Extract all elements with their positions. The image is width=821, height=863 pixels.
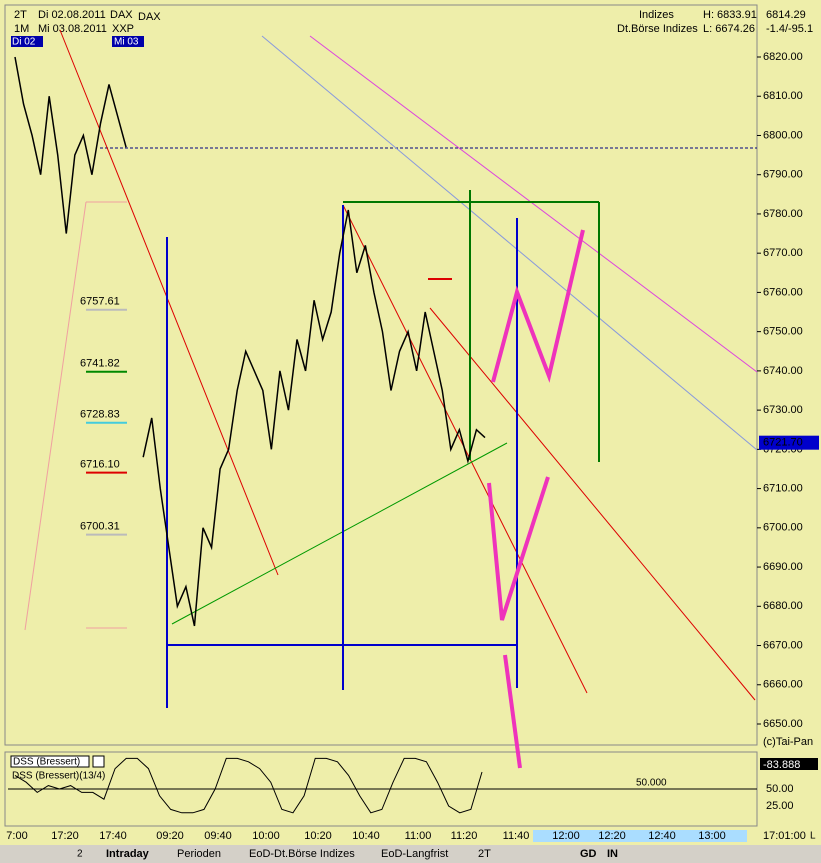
trend-line (59, 29, 279, 576)
indicator-value-box (760, 758, 818, 770)
time-label: 10:20 (304, 830, 332, 842)
date: Mi 03.08.2011 (38, 23, 107, 35)
last: 6814.29 (766, 9, 806, 21)
time-label: 17:40 (99, 830, 127, 842)
indicator-tick: 25.00 (766, 800, 794, 812)
trend-line (171, 442, 508, 625)
trend-line (261, 35, 758, 451)
symbol: XXP (112, 23, 134, 35)
range: 1M (14, 23, 29, 35)
price-tick-label: 6780.00 (763, 208, 803, 220)
gd-button[interactable]: GD (580, 848, 597, 860)
indicator-line-label: 50.000 (636, 778, 667, 789)
price-tick-label: 6760.00 (763, 286, 803, 298)
price-tick-label: 6790.00 (763, 169, 803, 181)
group: Indizes (639, 9, 674, 21)
tab[interactable]: EoD-Dt.Börse Indizes (249, 848, 355, 860)
tab[interactable]: EoD-Langfrist (381, 848, 448, 860)
symbol: DAX (138, 11, 161, 23)
indicator-value: -83.888 (763, 759, 800, 771)
time-label: 12:00 (552, 830, 580, 842)
scenario-line (487, 476, 550, 621)
period: 2T (14, 9, 27, 21)
guide-line (24, 201, 87, 631)
add-button[interactable] (92, 755, 105, 768)
date: Di 02.08.2011 (38, 9, 106, 21)
price-tick-label: 6810.00 (763, 90, 803, 102)
chart-background (0, 0, 821, 845)
time-label: 10:40 (352, 830, 380, 842)
price-tick-label: 6650.00 (763, 718, 803, 730)
level-label: 6700.31 (80, 521, 120, 533)
level-label: 6741.82 (80, 358, 120, 370)
high: H: 6833.91 (703, 9, 757, 21)
level-label: 6728.83 (80, 409, 120, 421)
price-tick-label: 6670.00 (763, 639, 803, 651)
scenario-line (491, 229, 585, 383)
change: -1.4/-95.1 (766, 23, 813, 35)
marker-box (11, 36, 43, 47)
plot-frame (4, 4, 758, 746)
time-label: 12:40 (648, 830, 676, 842)
price-tick-label: 6700.00 (763, 522, 803, 534)
indicator-line (14, 757, 483, 814)
future-zone (533, 830, 747, 842)
price-tick-label: 6750.00 (763, 326, 803, 338)
status-bar (0, 845, 821, 863)
marker: Di 02 (12, 37, 36, 48)
time-label: 10:00 (252, 830, 280, 842)
indicator-legend: DSS (Bressert)(13/4) (12, 771, 105, 782)
current-price-box (759, 435, 819, 450)
price-tick-label: 6690.00 (763, 561, 803, 573)
level-label: 6757.61 (80, 296, 120, 308)
time-label: 11:40 (503, 830, 530, 842)
in-button[interactable]: IN (607, 848, 618, 860)
price-line (14, 56, 486, 627)
price-tick-label: 6680.00 (763, 600, 803, 612)
price-tick-label: 6740.00 (763, 365, 803, 377)
time-label: 11:20 (451, 830, 478, 842)
scale-mode: L (810, 831, 816, 842)
time-label: 11:00 (405, 830, 432, 842)
time-label: 7:00 (6, 830, 27, 842)
tab[interactable]: Perioden (177, 848, 221, 860)
indicator-tick: 50.00 (766, 783, 794, 795)
time-label: 17:20 (51, 830, 79, 842)
time-label: 09:20 (156, 830, 184, 842)
page-number: 2 (77, 849, 83, 860)
price-tick-label: 6770.00 (763, 247, 803, 259)
low: L: 6674.26 (703, 23, 755, 35)
tab[interactable]: Intraday (106, 848, 150, 860)
price-tick-label: 6710.00 (763, 482, 803, 494)
price-tick-label: 6660.00 (763, 679, 803, 691)
time-label: 09:40 (204, 830, 232, 842)
price-tick-label: 6820.00 (763, 51, 803, 63)
price-tick-label: 6730.00 (763, 404, 803, 416)
indicator-title-box (10, 755, 90, 768)
level-label: 6716.10 (80, 459, 120, 471)
marker-box (112, 36, 144, 47)
indicator-title: DSS (Bressert) (13, 757, 80, 768)
trend-line (309, 35, 758, 373)
symbol: DAX (110, 9, 133, 21)
scenario-line (503, 654, 522, 769)
time-label: 13:00 (698, 830, 726, 842)
current-price: 6721.70 (763, 437, 803, 449)
marker: Mi 03 (114, 37, 139, 48)
period-select[interactable]: 2T (478, 848, 491, 860)
price-tick-label: 6800.00 (763, 129, 803, 141)
exchange: Dt.Börse Indizes (617, 23, 698, 35)
clock: 17:01:00 (763, 830, 806, 842)
copyright: (c)Tai-Pan (763, 736, 813, 748)
time-label: 12:20 (598, 830, 626, 842)
trend-line (429, 307, 756, 701)
